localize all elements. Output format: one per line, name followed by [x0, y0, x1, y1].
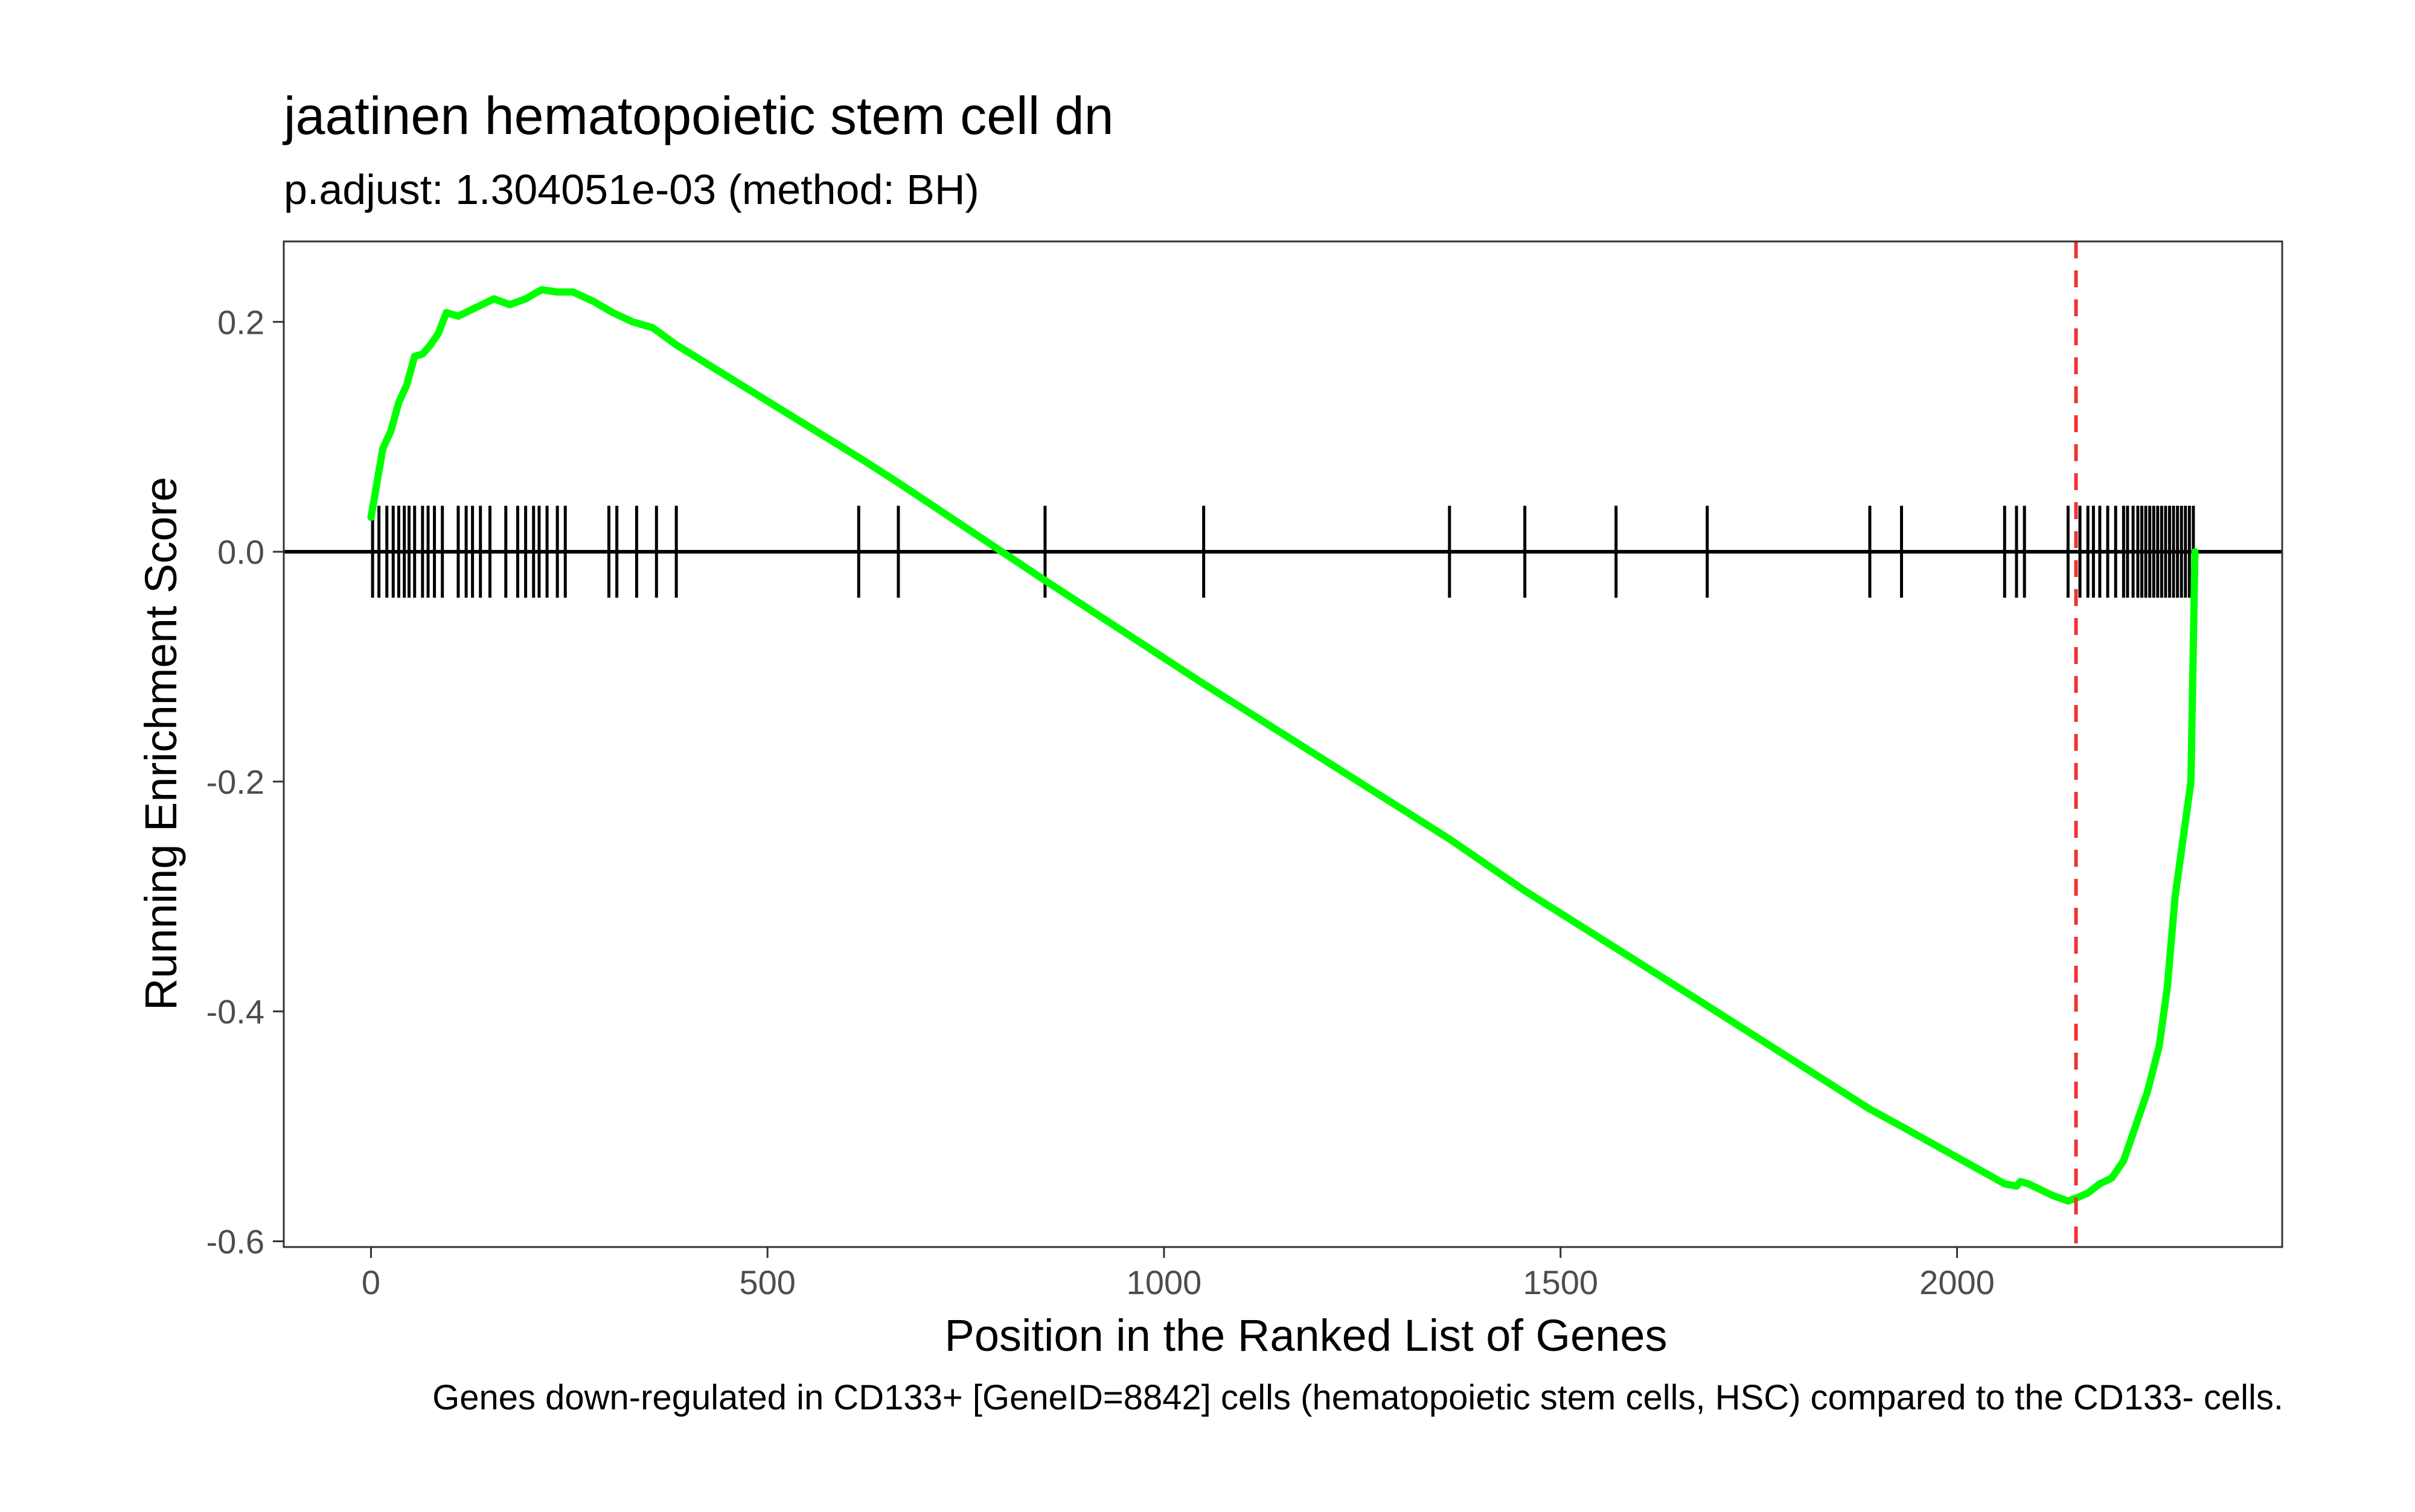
chart-title: jaatinen hematopoietic stem cell dn [282, 86, 1114, 145]
plot-panel [284, 241, 2282, 1247]
x-tick-label-4: 2000 [1919, 1263, 1995, 1301]
y-tick-label-0: 0.2 [217, 303, 264, 341]
x-tick-label-1: 500 [740, 1263, 796, 1301]
chart-caption: Genes down-regulated in CD133+ [GeneID=8… [432, 1378, 2283, 1417]
x-tick-label-3: 1500 [1523, 1263, 1598, 1301]
y-tick-label-4: -0.6 [206, 1222, 265, 1260]
y-tick-label-3: -0.4 [206, 993, 265, 1031]
x-axis-title: Position in the Ranked List of Genes [944, 1310, 1667, 1360]
y-tick-label-1: 0.0 [217, 533, 264, 571]
running-score-line [367, 286, 2199, 1205]
chart-subtitle: p.adjust: 1.304051e-03 (method: BH) [284, 166, 979, 213]
y-axis-title: Running Enrichment Score [136, 477, 186, 1010]
x-tick-label-0: 0 [362, 1263, 380, 1301]
axes: 0 500 1000 1500 2000 0.2 0.0 -0.2 -0.4 -0.6 [206, 240, 2283, 1301]
panel-border [283, 240, 2283, 1248]
y-tick-label-2: -0.2 [206, 763, 265, 801]
x-tick-label-2: 1000 [1127, 1263, 1202, 1301]
